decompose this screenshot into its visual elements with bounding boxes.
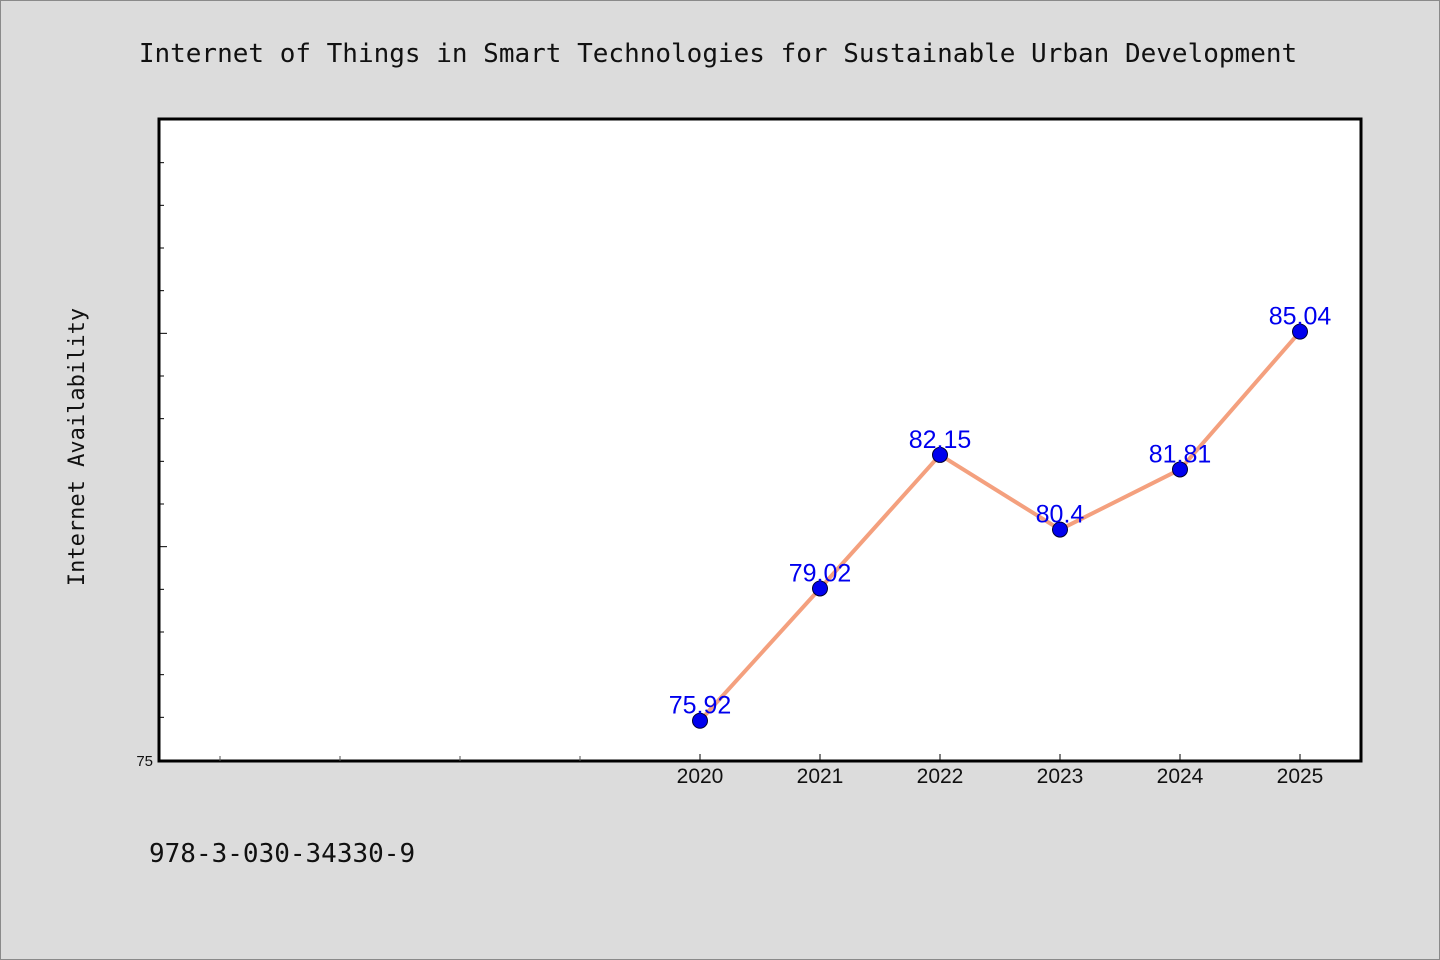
series-line-group xyxy=(698,329,1302,723)
data-point xyxy=(1172,461,1188,478)
x-axis: 2020 2021 2022 2023 2024 2025 xyxy=(219,754,1324,788)
x-tick-label: 2020 xyxy=(677,765,724,788)
chart-title: Internet of Things in Smart Technologies… xyxy=(139,39,1297,69)
x-tick-label: 2022 xyxy=(917,765,964,788)
x-tick-label: 2025 xyxy=(1277,765,1324,788)
data-point xyxy=(932,446,948,463)
y-tick-label: 75 xyxy=(136,753,153,770)
data-label: 81.81 xyxy=(1149,440,1212,468)
data-label: 79.02 xyxy=(789,559,852,587)
data-labels: 75.92 79.02 82.15 80.4 81.81 85.04 xyxy=(669,303,1332,720)
x-tick-label: 2024 xyxy=(1157,765,1204,788)
series-line xyxy=(698,329,1302,723)
series-markers xyxy=(692,323,1308,729)
data-label: 82.15 xyxy=(909,426,972,454)
data-point xyxy=(1292,323,1308,340)
data-label: 80.4 xyxy=(1036,501,1085,529)
data-point xyxy=(1052,521,1068,538)
x-tick-label: 2021 xyxy=(797,765,844,788)
x-tick-label: 2023 xyxy=(1037,765,1084,788)
data-point xyxy=(692,712,708,729)
data-label: 75.92 xyxy=(669,692,732,720)
data-point xyxy=(812,580,828,597)
data-label: 85.04 xyxy=(1269,303,1332,331)
y-axis-label: Internet Availability xyxy=(65,308,90,586)
y-axis: 75 xyxy=(136,162,167,770)
footer-isbn: 978-3-030-34330-9 xyxy=(149,839,415,869)
